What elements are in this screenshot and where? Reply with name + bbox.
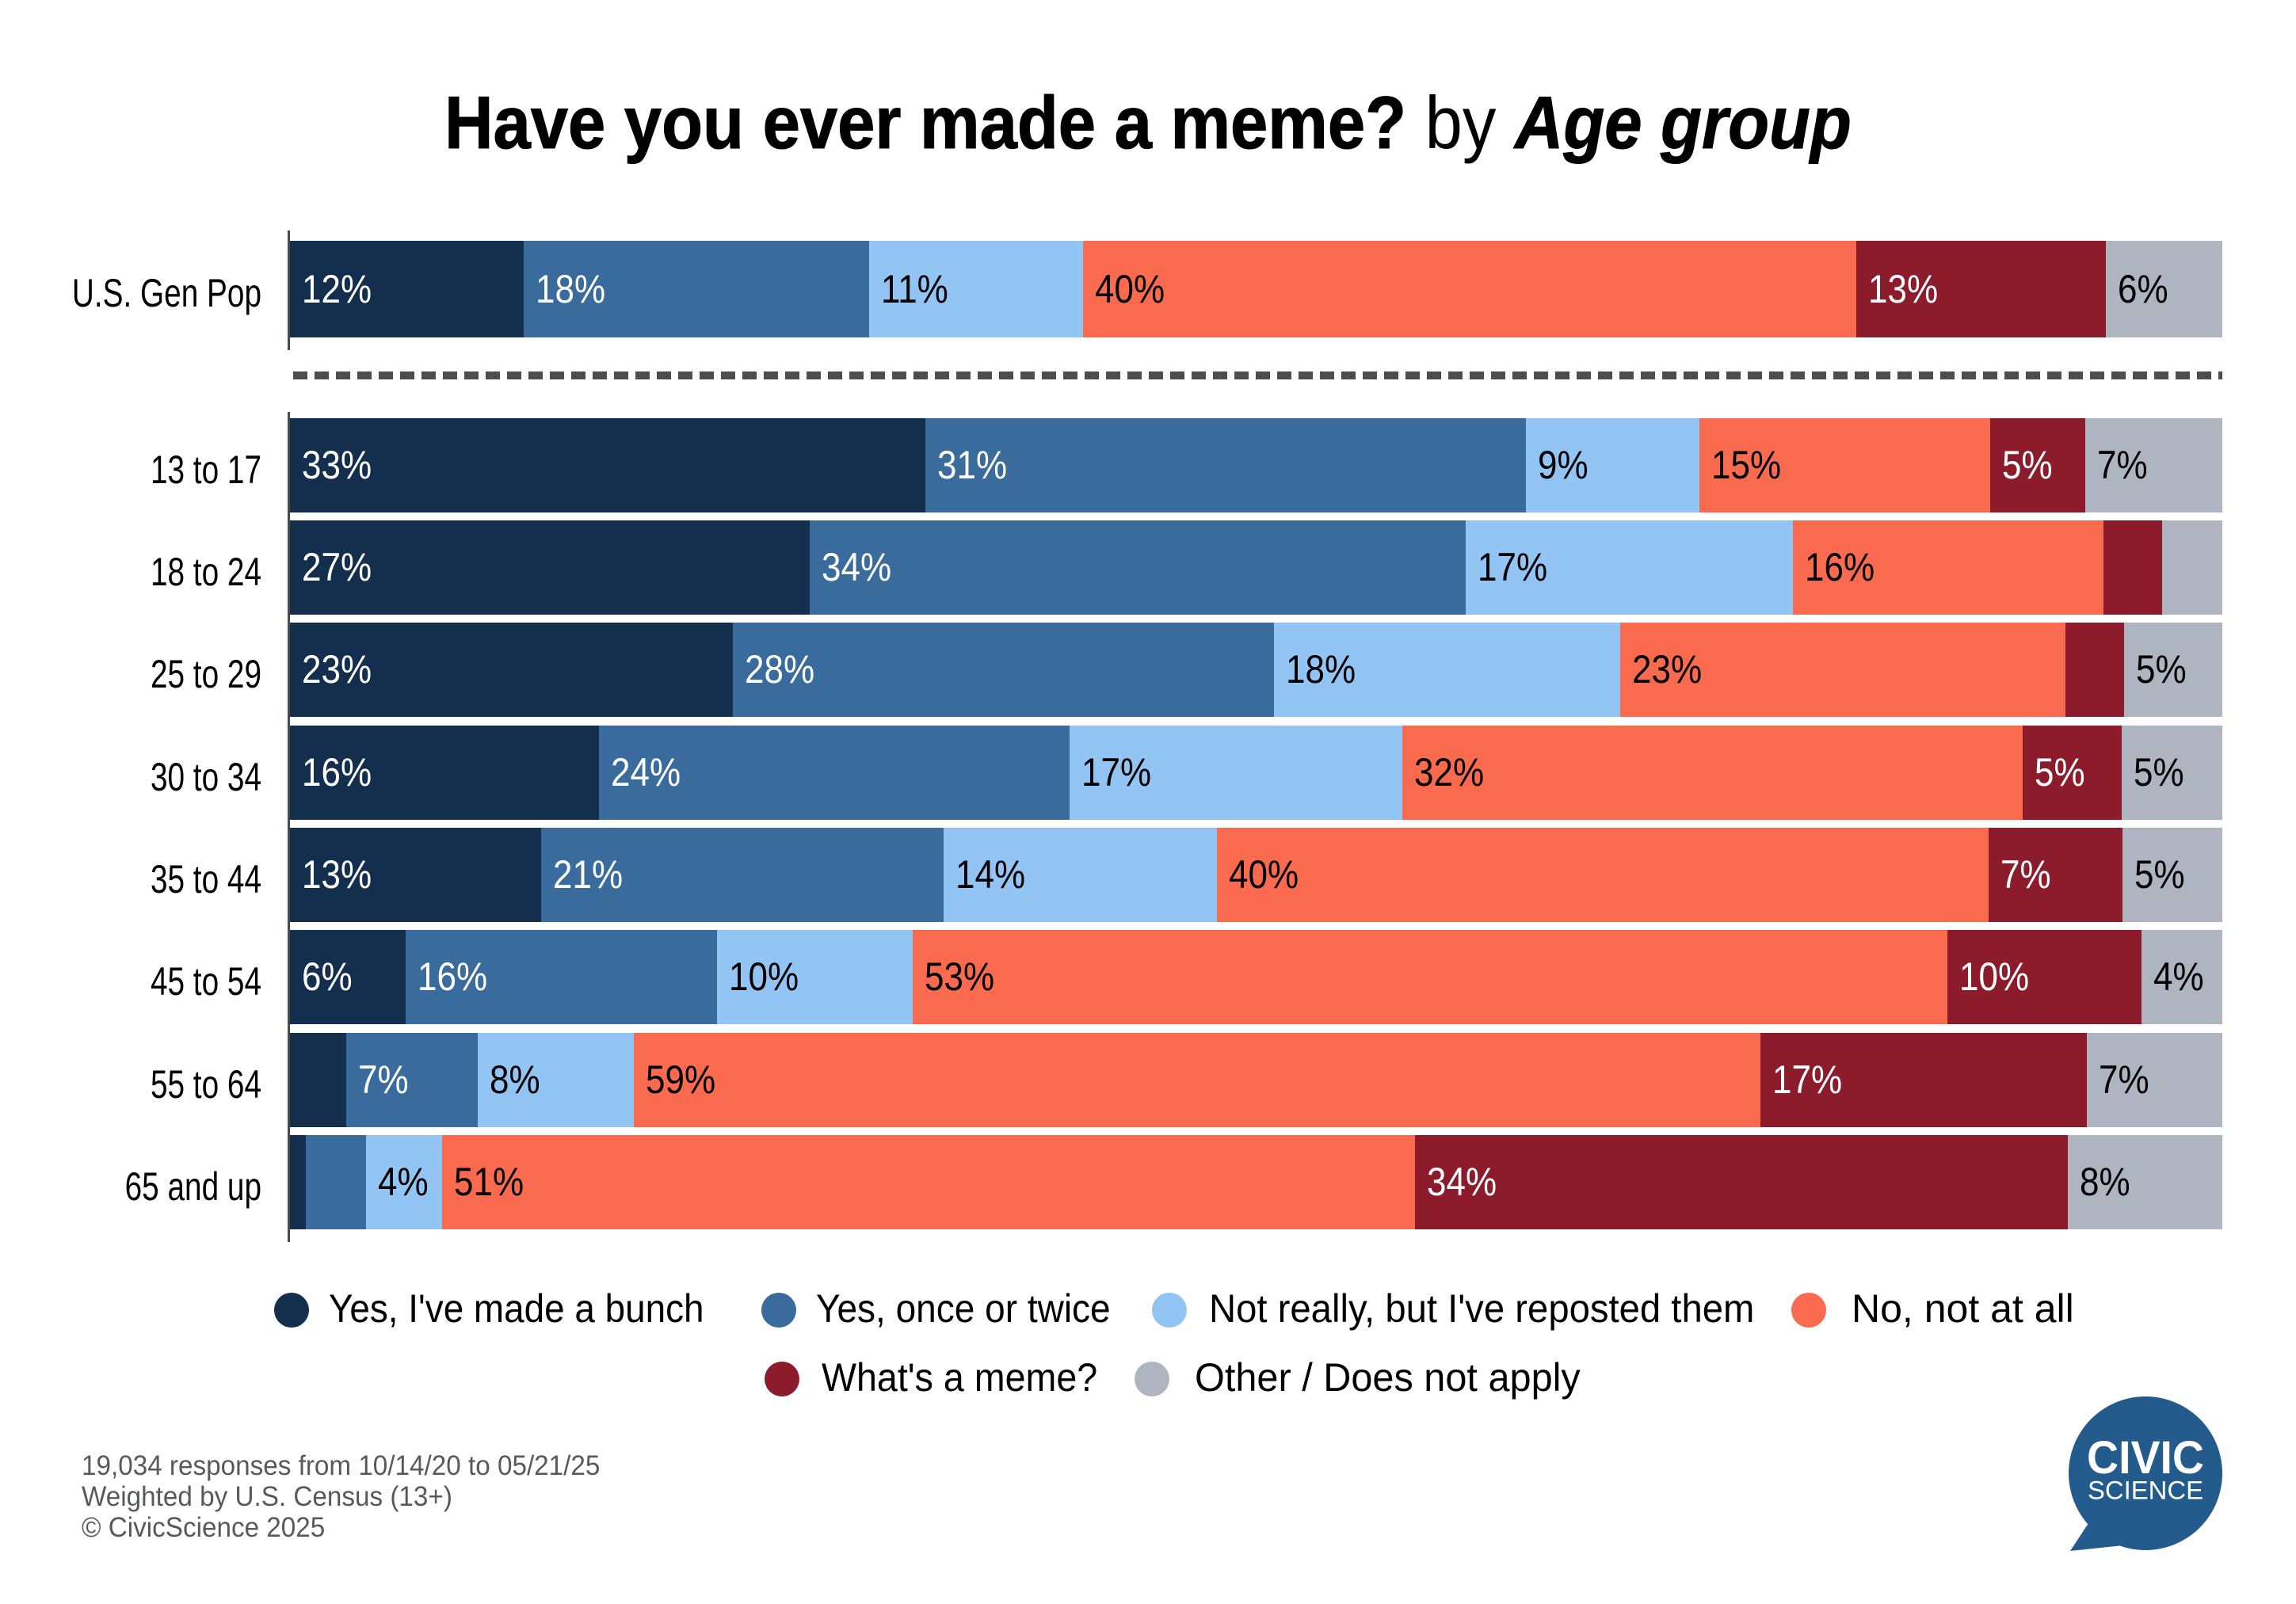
svg-text:CIVIC: CIVIC bbox=[2087, 1432, 2204, 1484]
svg-text:SCIENCE: SCIENCE bbox=[2088, 1476, 2203, 1505]
